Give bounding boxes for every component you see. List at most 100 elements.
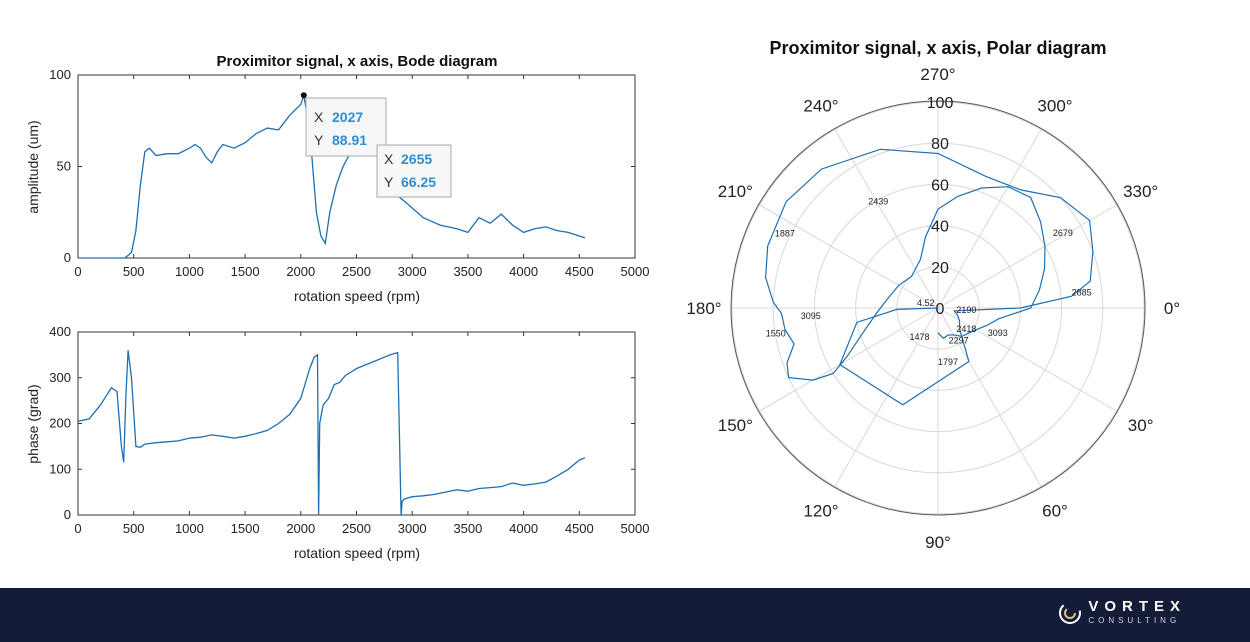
amp-xtick-label: 3000 [398,264,427,279]
phase-ytick-label: 400 [49,324,71,339]
phase-ytick-label: 100 [49,461,71,476]
amp-xtick-label: 4500 [565,264,594,279]
amp-ytick-label: 50 [57,159,71,174]
vortex-swirl-icon [1059,602,1082,624]
polar-outer-ring [730,100,1146,516]
phase-xtick-label: 1500 [231,521,260,536]
phase-ytick-label: 300 [49,370,71,385]
polar-angle-label: 150° [718,416,753,435]
phase-xtick-label: 1000 [175,521,204,536]
polar-speed-annotation: 1797 [938,357,958,367]
datatip-1-y-key: Y [314,132,324,148]
phase-axes-box [77,331,636,516]
polar-speed-annotation: 3093 [988,328,1008,338]
footer-bar: VORTEX CONSULTING [0,588,1250,642]
polar-angle-label: 210° [718,182,753,201]
phase-xtick-label: 2500 [342,521,371,536]
brand-logo[interactable]: VORTEX CONSULTING [1059,598,1186,625]
polar-speed-annotation: 2418 [956,324,976,334]
datatip-1-x-value: 2027 [332,109,363,125]
amp-ytick-label: 100 [49,67,71,82]
polar-spoke [759,307,939,412]
phase-xlabel: rotation speed (rpm) [294,545,420,561]
polar-speed-annotation: 3095 [801,311,821,321]
polar-angle-label: 330° [1123,182,1158,201]
polar-angle-label: 120° [803,502,838,521]
polar-speed-annotation: 2679 [1053,228,1073,238]
polar-spoke [937,204,1117,309]
polar-r-label: 40 [931,219,949,236]
phase-series-line [77,350,586,516]
amp-xtick-label: 1500 [231,264,260,279]
polar-r-label: 0 [936,301,945,318]
amp-xtick-label: 1000 [175,264,204,279]
datatip-2-box [376,144,452,198]
polar-annotations: 2679 2439 1887 2885 4.52 2190 1550 3095 1478 2418… [766,197,1092,367]
brand-name: VORTEX [1088,598,1186,615]
phase-xtick-label: 3000 [398,521,427,536]
phase-xtick-label: 500 [123,521,145,536]
polar-angle-label: 0° [1164,299,1180,318]
polar-r-ticks: 0 20 40 60 80 100 [927,95,954,318]
polar-speed-annotation: 1478 [909,332,929,342]
polar-title: Proximitor signal, x axis, Polar diagram [769,38,1106,58]
polar-speed-annotation: 2439 [868,197,888,207]
polar-spoke [937,307,1042,487]
polar-series-line [764,148,1094,406]
phase-xtick-label: 2000 [286,521,315,536]
amp-xtick-label: 500 [123,264,145,279]
phase-xtick-label: 5000 [621,521,650,536]
bode-amplitude-plot: Proximitor signal, x axis, Bode diagram … [25,53,649,304]
polar-speed-annotation: 1887 [775,229,795,239]
polar-r-label: 100 [927,95,954,112]
polar-spoke [759,204,939,309]
polar-speed-annotation: 2885 [1072,287,1092,297]
datatip-2-x-value: 2655 [401,151,432,167]
datatip-1-y-value: 88.91 [332,132,367,148]
phase-ytick-label: 200 [49,416,71,431]
datatip-1-box [305,97,387,157]
datatip-1[interactable]: X 2027 Y 88.91 [305,97,387,157]
phase-xtick-label: 4000 [509,521,538,536]
amp-ytick-label: 0 [64,250,71,265]
phase-xtick-label: 4500 [565,521,594,536]
amp-x-ticks: 0 500 1000 1500 2000 2500 3000 3500 4000 4500 5000 [74,75,649,279]
polar-spoke [834,129,939,309]
datatip-2-y-value: 66.25 [401,174,436,190]
phase-xtick-label: 0 [74,521,81,536]
brand-sub: CONSULTING [1088,616,1181,625]
polar-angle-ticks: 0° 30° 60° 90° 120° 150° 180° 210° 240° 270° 300° 3… [686,65,1180,552]
polar-spoke [937,307,1117,412]
polar-speed-annotation: 2297 [949,336,969,346]
amp-xtick-label: 2500 [342,264,371,279]
amp-ylabel: amplitude (um) [25,120,41,213]
amp-series-line [78,95,586,259]
polar-angle-label: 30° [1128,416,1154,435]
phase-x-ticks: 0 500 1000 1500 2000 2500 3000 3500 4000 4500 5000 [74,332,649,536]
amp-xtick-label: 5000 [621,264,650,279]
polar-angle-label: 300° [1037,96,1072,115]
phase-y-ticks: 0 100 200 300 400 [49,324,635,522]
polar-angle-label: 180° [686,299,721,318]
datatip-2[interactable]: X 2655 Y 66.25 [376,144,452,198]
amp-datatip-marker [300,92,307,99]
phase-xtick-label: 3500 [453,521,482,536]
figure-canvas: Proximitor signal, x axis, Bode diagram … [25,38,1180,561]
datatip-2-y-key: Y [384,174,394,190]
phase-ytick-label: 0 [64,507,71,522]
polar-angle-label: 270° [920,65,955,84]
polar-speed-annotation: 2190 [956,305,976,315]
polar-speed-annotation: 1550 [766,329,786,339]
polar-r-label: 20 [931,260,949,277]
amp-xtick-label: 4000 [509,264,538,279]
datatip-1-x-key: X [314,109,324,125]
figure-svg: Proximitor signal, x axis, Bode diagram … [25,38,1180,561]
bode-title: Proximitor signal, x axis, Bode diagram [217,53,498,70]
polar-grid [730,100,1146,516]
polar-r-label: 80 [931,136,949,153]
polar-angle-label: 240° [803,96,838,115]
polar-spoke [834,307,939,487]
polar-plot: Proximitor signal, x axis, Polar diagram… [686,38,1180,552]
amp-xtick-label: 0 [74,264,81,279]
amp-y-ticks: 0 50 100 [49,67,635,265]
